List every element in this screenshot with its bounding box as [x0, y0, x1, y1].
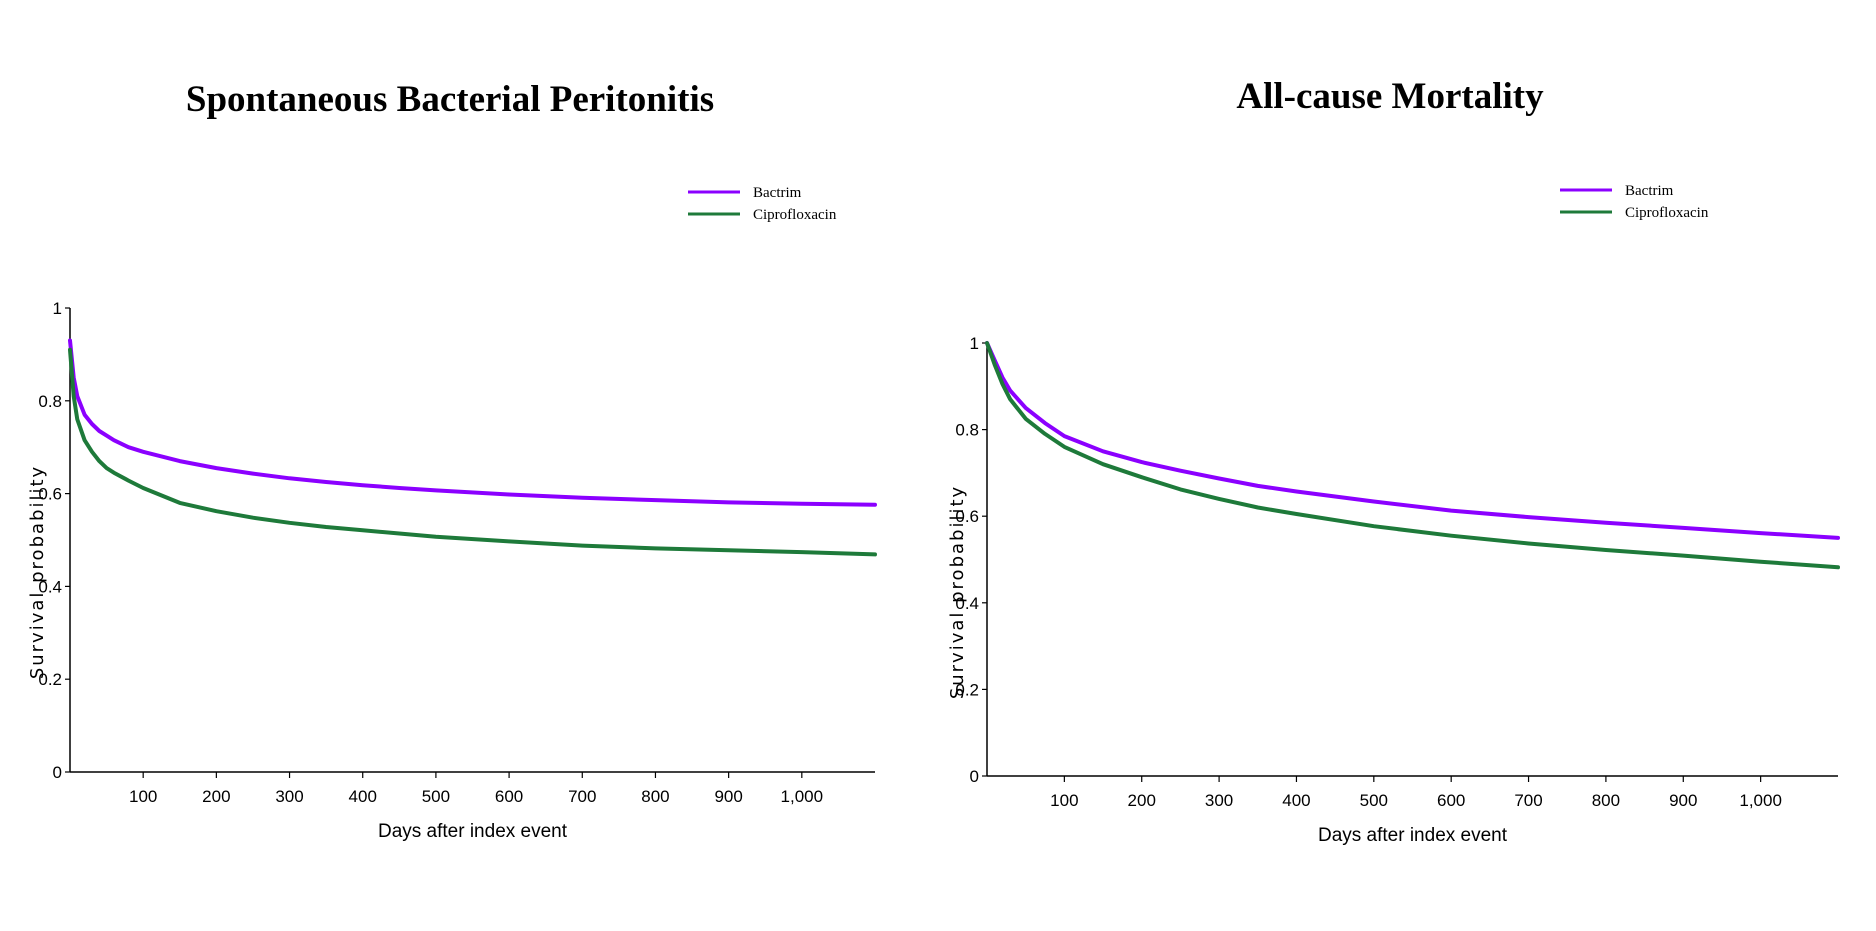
x-tick-label: 900	[1669, 791, 1697, 810]
series-line-bactrim	[985, 341, 1840, 540]
series-line-bactrim	[68, 338, 877, 507]
x-tick-label: 800	[1592, 791, 1620, 810]
series-line-ciprofloxacin	[985, 341, 1840, 570]
series-line-ciprofloxacin	[68, 347, 877, 557]
x-axis-title: Days after index event	[1318, 825, 1508, 846]
legend-label-bactrim: Bactrim	[1625, 183, 1674, 199]
legend-label-ciprofloxacin: Ciprofloxacin	[1625, 205, 1709, 221]
x-tick-label: 800	[641, 787, 669, 806]
y-tick-label: 0.4	[38, 577, 62, 596]
y-tick-label: 0	[53, 763, 62, 782]
x-tick-label: 600	[1437, 791, 1465, 810]
x-tick-label: 400	[349, 787, 377, 806]
x-tick-label: 1,000	[1739, 791, 1782, 810]
x-tick-label: 500	[422, 787, 450, 806]
y-tick-label: 0	[970, 767, 979, 786]
x-tick-label: 600	[495, 787, 523, 806]
chart-title-sbp: Spontaneous Bacterial Peritonitis	[185, 79, 715, 120]
x-tick-label: 400	[1282, 791, 1310, 810]
y-tick-label: 1	[53, 299, 62, 318]
y-axis-title: Survival probability	[27, 465, 48, 679]
x-tick-label: 700	[568, 787, 596, 806]
x-tick-label: 1,000	[781, 787, 824, 806]
y-axis-title: Survival probability	[947, 485, 968, 699]
x-tick-label: 300	[1205, 791, 1233, 810]
legend-label-ciprofloxacin: Ciprofloxacin	[753, 207, 837, 223]
chart-panel-mortality: 0 0.2 0.4 0.6 0.8 1 100 200 300 400 500 600 700 800 90…	[947, 183, 1840, 846]
x-tick-label: 200	[202, 787, 230, 806]
y-tick-label: 0.8	[38, 392, 62, 411]
y-tick-label: 0.6	[38, 485, 62, 504]
y-tick-label: 0.4	[955, 594, 979, 613]
y-tick-label: 0.2	[38, 670, 62, 689]
x-tick-label: 200	[1128, 791, 1156, 810]
chart-panel-sbp: 0 0.2 0.4 0.6 0.8 1 100 200 300 400 500 600 700 800 90…	[27, 185, 877, 842]
y-tick-label: 0.8	[955, 421, 979, 440]
x-tick-label: 500	[1360, 791, 1388, 810]
legend-label-bactrim: Bactrim	[753, 185, 802, 201]
y-tick-label: 1	[970, 334, 979, 353]
x-tick-label: 900	[714, 787, 742, 806]
x-tick-label: 100	[1050, 791, 1078, 810]
x-axis-title: Days after index event	[378, 821, 568, 842]
x-tick-label: 700	[1514, 791, 1542, 810]
x-tick-label: 300	[275, 787, 303, 806]
chart-title-mortality: All-cause Mortality	[1236, 76, 1544, 117]
y-tick-label: 0.2	[955, 680, 979, 699]
x-tick-label: 100	[129, 787, 157, 806]
y-tick-label: 0.6	[955, 507, 979, 526]
